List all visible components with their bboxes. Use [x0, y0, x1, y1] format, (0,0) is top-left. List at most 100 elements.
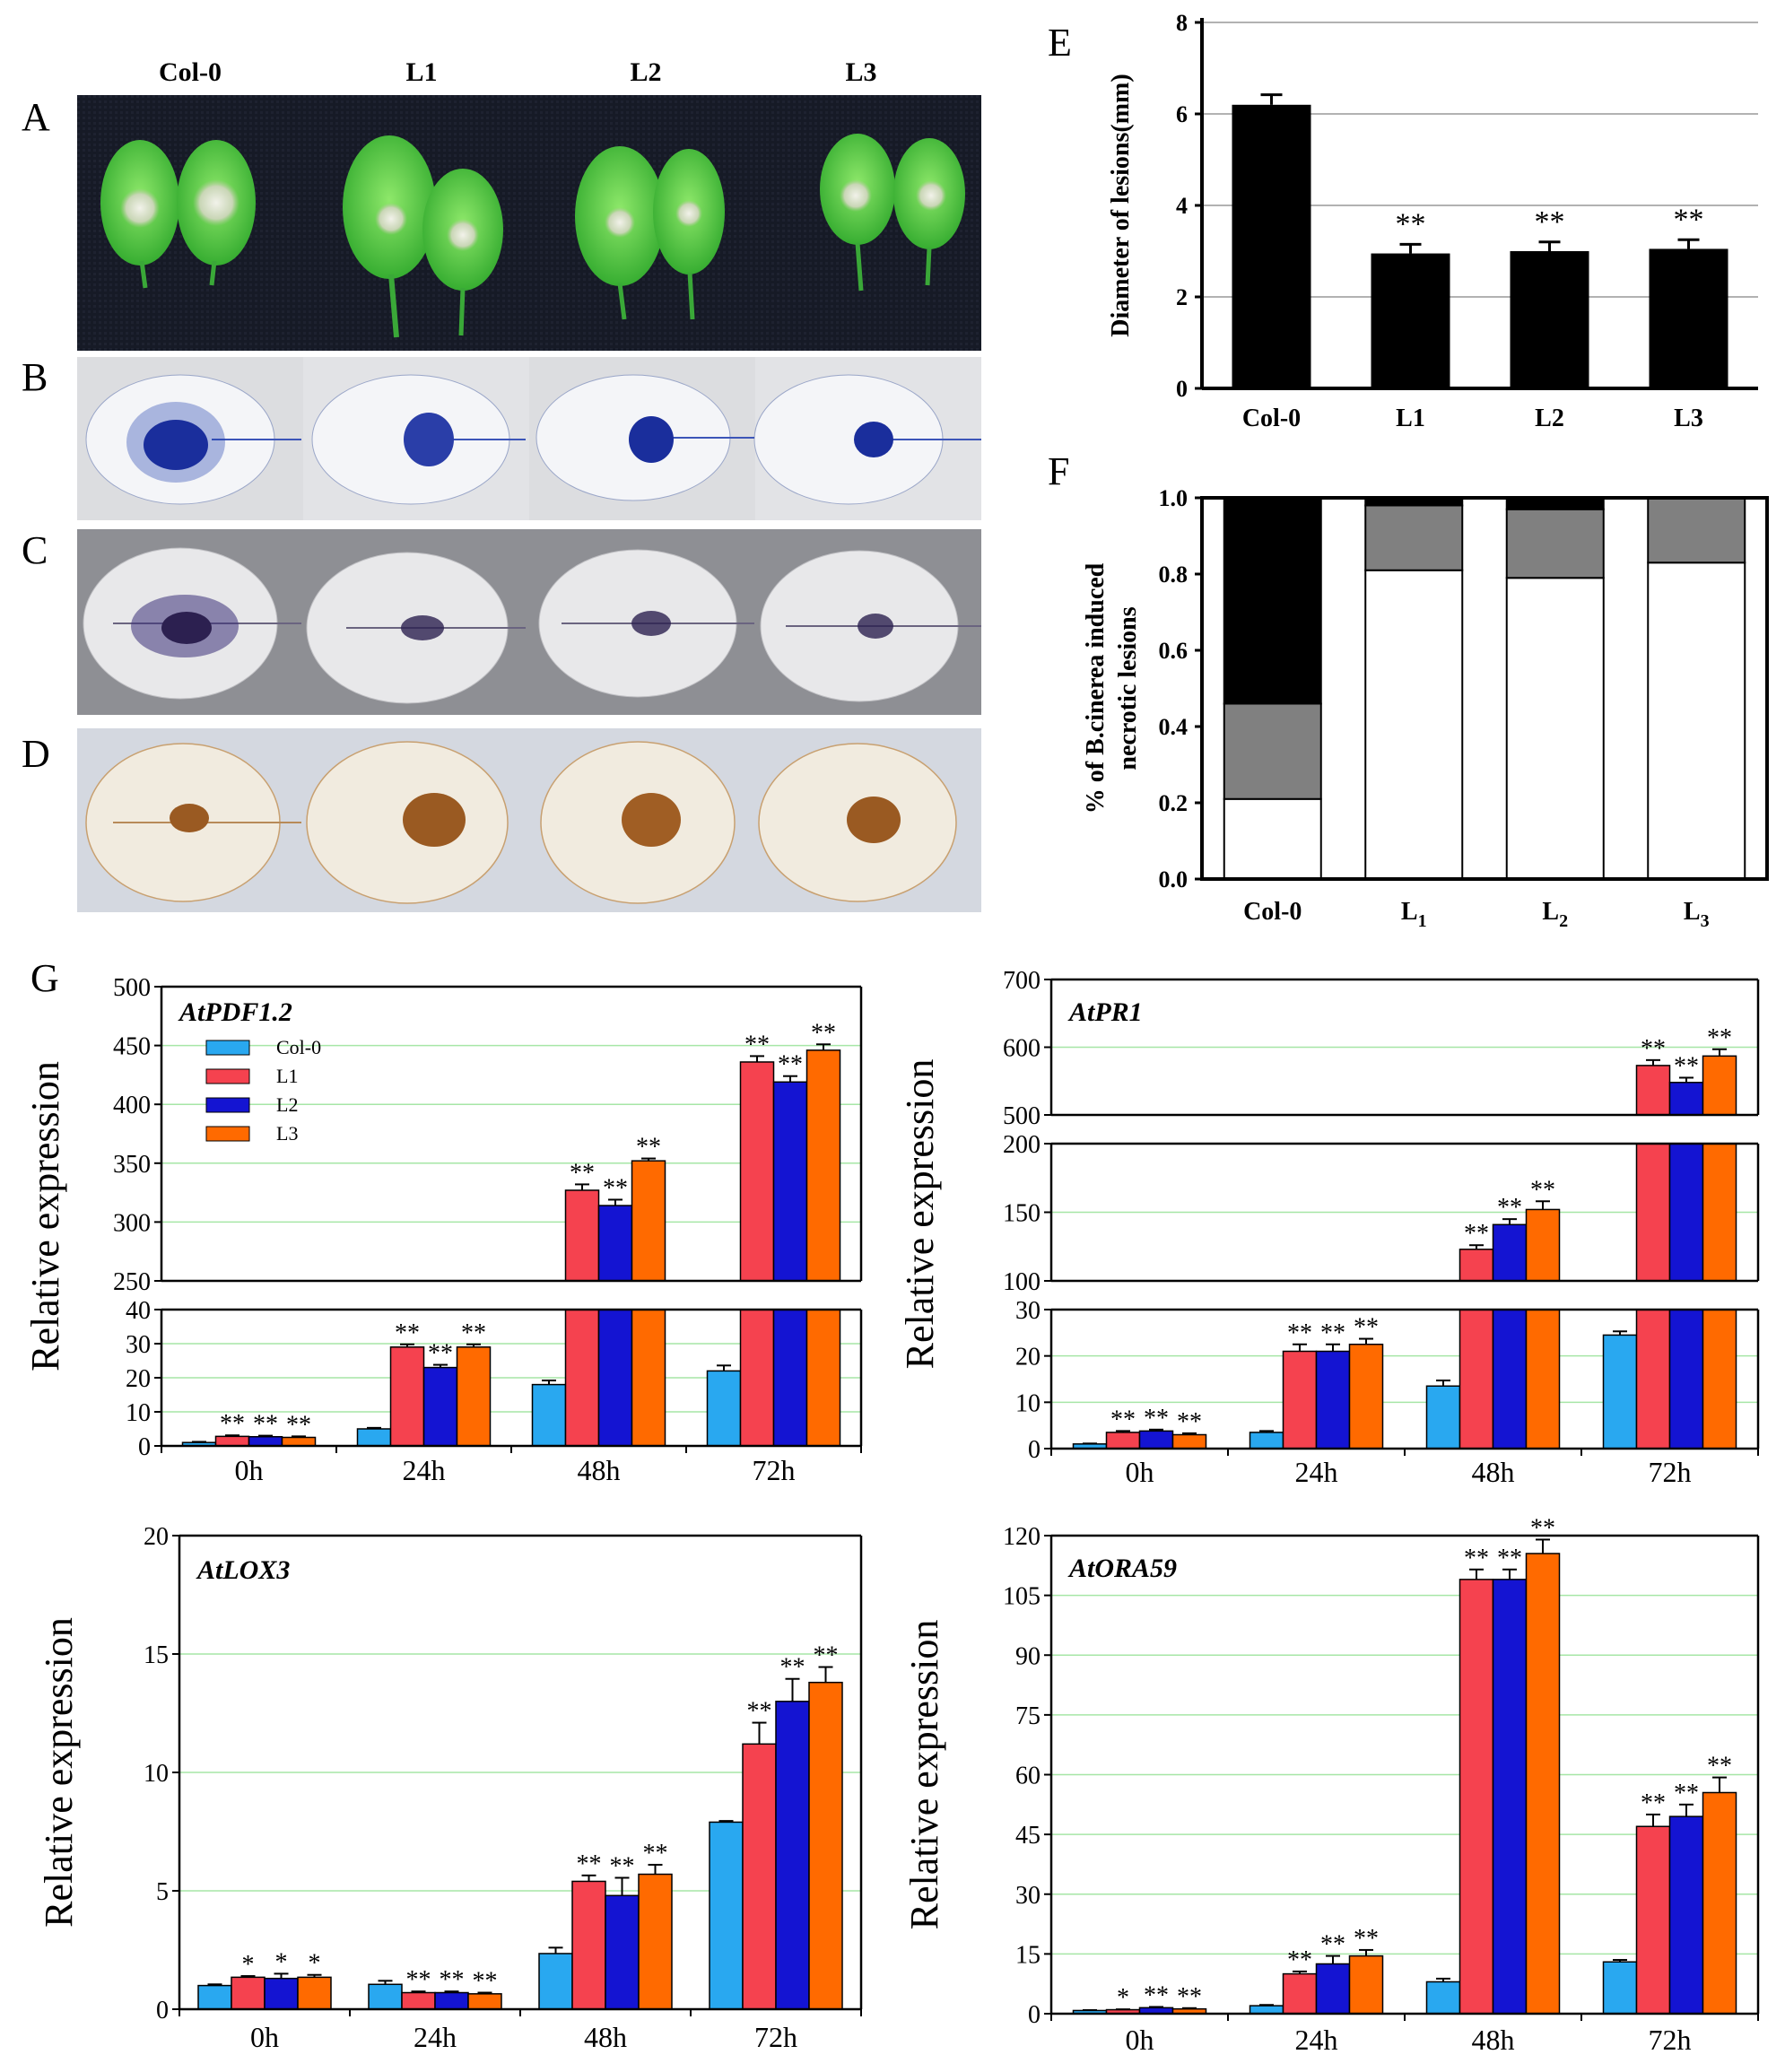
bar-l3-72h	[1702, 1055, 1737, 1116]
y-tick-label: 0.0	[1159, 866, 1189, 892]
bar-l2-48h	[597, 1205, 633, 1282]
bar-l3-48h	[1525, 1309, 1561, 1450]
stacked-segment-gray-l2	[1505, 508, 1605, 579]
significance-mark: **	[1464, 1220, 1489, 1248]
significance-mark: **	[814, 1642, 839, 1670]
bar-col-0-48h	[531, 1383, 567, 1447]
bar-l1-48h	[1458, 1579, 1494, 2015]
bar-col-0	[1232, 104, 1311, 389]
stacked-segment-white-l1	[1364, 569, 1464, 880]
y-tick-label: 120	[1003, 1523, 1041, 1551]
bar-l2-48h	[1492, 1309, 1528, 1450]
y-tick-label: 6	[1176, 101, 1188, 127]
significance-mark: **	[610, 1852, 635, 1880]
y-tick-label: 700	[1003, 967, 1041, 995]
plot-frame	[1200, 496, 1769, 881]
bar-l1-48h	[571, 1880, 606, 2010]
y-tick-label: 0	[1028, 2001, 1041, 2029]
bar-col-0-72h	[709, 1821, 744, 2010]
bar-l3-24h	[467, 1993, 502, 2010]
leaf-pair-l1	[343, 135, 503, 338]
significance-mark: **	[577, 1850, 602, 1878]
legend-label-l2: L2	[276, 1093, 298, 1116]
significance-mark: *	[309, 1950, 321, 1978]
x-tick-label: 72h	[1649, 1456, 1692, 1488]
x-tick-label: 0h	[1126, 1456, 1154, 1488]
x-tick-label: Col-0	[1242, 405, 1301, 432]
chart-e-lesion-diameter: 0 2 4 6 8 Col-0 ** L1 ** L2 ** L3 Diameter of lesion…	[1107, 10, 1758, 432]
y-tick-label: 15	[1015, 1941, 1041, 1969]
bar-l2-72h	[775, 1701, 810, 2010]
legend-swatch-l3	[205, 1126, 250, 1142]
y-tick-label: 105	[1003, 1583, 1041, 1611]
x-tick-label: L2	[1542, 898, 1568, 931]
bar-l1-24h	[1282, 1972, 1318, 2015]
bar-l1-72h	[742, 1743, 777, 2010]
significance-mark: **	[1287, 1319, 1312, 1347]
legend-swatch-l2	[205, 1097, 250, 1113]
bar-l3-48h	[1525, 1553, 1561, 2015]
y-axis-label: Diameter of lesions(mm)	[1107, 74, 1135, 336]
panel-label-c: C	[22, 528, 48, 572]
significance-mark: **	[1144, 1981, 1169, 2009]
stacked-segment-gray-col-0	[1223, 702, 1322, 800]
y-tick-label: 2	[1176, 284, 1188, 310]
y-tick-label: 0	[1028, 1436, 1041, 1464]
y-tick-label: 500	[113, 974, 151, 1002]
y-tick-label: 400	[113, 1092, 151, 1119]
bar-l2-24h	[434, 1991, 469, 2010]
bar-l2-24h	[1315, 1350, 1351, 1450]
bar-l2-72h	[1668, 1309, 1704, 1450]
bar-l2-48h	[1492, 1579, 1528, 2015]
significance-mark: **	[643, 1840, 668, 1867]
leaf-pair-l2	[575, 146, 725, 320]
bar-col-0-48h	[1425, 1981, 1461, 2015]
significance-mark: *	[242, 1951, 255, 1979]
bar-l2-48h	[605, 1894, 640, 2010]
bar-l1-72h	[739, 1309, 775, 1447]
gene-title: AtPDF1.2	[178, 997, 292, 1027]
bar-l2-48h	[597, 1309, 633, 1447]
bar-l1-72h	[739, 1061, 775, 1282]
bar-l3-24h	[1348, 1344, 1384, 1450]
significance-mark: **	[1497, 1545, 1522, 1572]
bar-l3-72h	[805, 1049, 841, 1282]
bar-col-0-24h	[368, 1983, 403, 2010]
bar-l3-0h	[297, 1976, 332, 2010]
trypan-blue-panel-b	[77, 357, 981, 520]
gene-title: AtPR1	[1067, 997, 1143, 1027]
y-tick-label: 0	[138, 1433, 151, 1461]
y-tick-label: 0.6	[1159, 638, 1189, 664]
legend-label-l1: L1	[276, 1065, 298, 1087]
bar-col-0-0h	[197, 1984, 232, 2010]
y-tick-label: 0	[1176, 376, 1188, 402]
bar-l3-48h	[1525, 1208, 1561, 1282]
x-tick-label: 24h	[1295, 2024, 1338, 2056]
bar-col-0-48h	[538, 1953, 573, 2010]
significance-mark: **	[1674, 1780, 1699, 1807]
panel-label-e: E	[1048, 21, 1072, 65]
significance-mark: **	[286, 1411, 311, 1439]
x-tick-label: L3	[1684, 898, 1710, 931]
bar-l3-72h	[1702, 1309, 1737, 1450]
bar-l3-48h	[631, 1160, 666, 1282]
significance-mark: **	[1354, 1925, 1379, 1953]
y-tick-label: 150	[1003, 1200, 1041, 1228]
y-tick-label: 90	[1015, 1642, 1041, 1670]
bar-l1-0h	[1105, 1432, 1141, 1450]
x-tick-label: 24h	[403, 1454, 446, 1486]
y-tick-label: 10	[1015, 1389, 1041, 1417]
y-axis-label-line2: necrotic lesions	[1114, 606, 1142, 770]
leaf-pair-l3	[820, 134, 965, 292]
significance-mark: **	[1674, 1052, 1699, 1080]
significance-mark: **	[1320, 1931, 1345, 1959]
gene-title: AtORA59	[1067, 1554, 1177, 1583]
significance-mark: **	[406, 1966, 431, 1994]
stacked-segment-gray-l3	[1647, 497, 1746, 564]
bar-l1-24h	[1282, 1350, 1318, 1450]
significance-mark: **	[220, 1410, 245, 1438]
significance-mark: **	[1497, 1194, 1522, 1222]
significance-mark: **	[253, 1411, 278, 1439]
